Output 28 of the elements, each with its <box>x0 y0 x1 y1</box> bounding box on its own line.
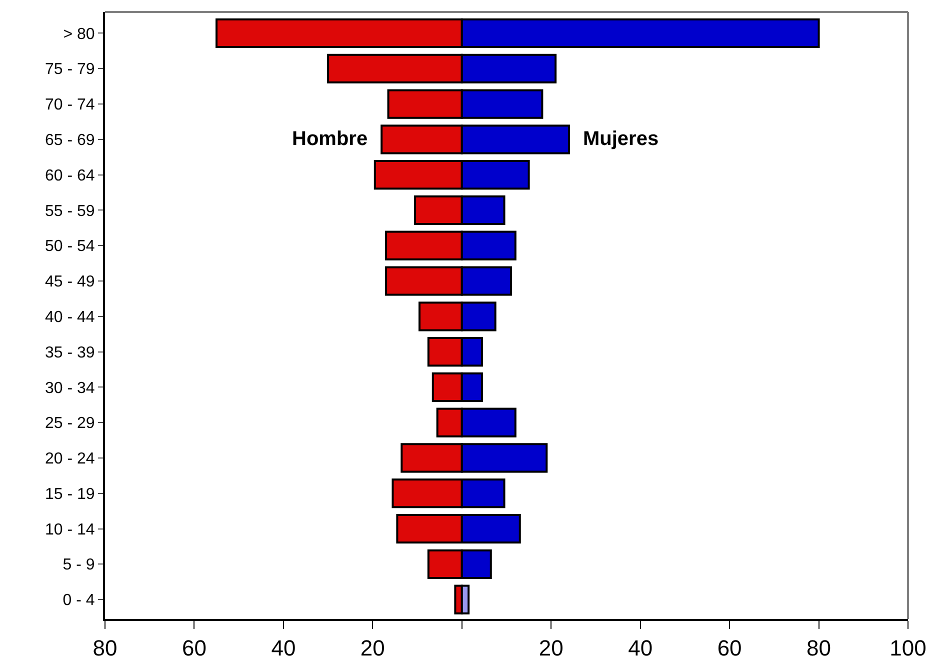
y-tick-label: > 80 <box>63 26 95 43</box>
x-tick-label: 80 <box>92 635 118 660</box>
y-tick-label: 5 - 9 <box>62 556 95 574</box>
x-tick-label: 40 <box>628 635 653 660</box>
x-tick-label: 60 <box>717 635 742 660</box>
y-tick-label: 25 - 29 <box>44 415 95 432</box>
y-tick-label: 70 - 74 <box>44 96 95 114</box>
x-tick-label: 20 <box>360 635 385 660</box>
y-tick-label: 55 - 59 <box>44 202 95 220</box>
x-tick-label: 80 <box>806 635 832 660</box>
y-tick-label: 45 - 49 <box>44 274 95 291</box>
y-tick-label: 65 - 69 <box>44 132 95 150</box>
series-label: Hombre <box>292 128 368 150</box>
y-tick-label: 50 - 54 <box>44 238 95 256</box>
y-tick-label: 20 - 24 <box>44 450 95 468</box>
y-tick-label: 75 - 79 <box>44 61 95 78</box>
series-label: Mujeres <box>583 128 659 150</box>
y-tick-label: 15 - 19 <box>44 486 95 503</box>
y-tick-label: 35 - 39 <box>44 344 95 362</box>
y-tick-label: 60 - 64 <box>44 167 95 184</box>
y-tick-label: 10 - 14 <box>44 521 95 538</box>
y-tick-label: 40 - 44 <box>44 308 95 326</box>
x-tick-label: 40 <box>271 635 296 660</box>
y-tick-label: 30 - 34 <box>44 380 95 397</box>
x-tick-label: 60 <box>182 635 206 660</box>
x-tick-label: 100 <box>890 635 926 660</box>
x-tick-label: 20 <box>538 635 564 660</box>
y-tick-label: 0 - 4 <box>62 592 95 610</box>
